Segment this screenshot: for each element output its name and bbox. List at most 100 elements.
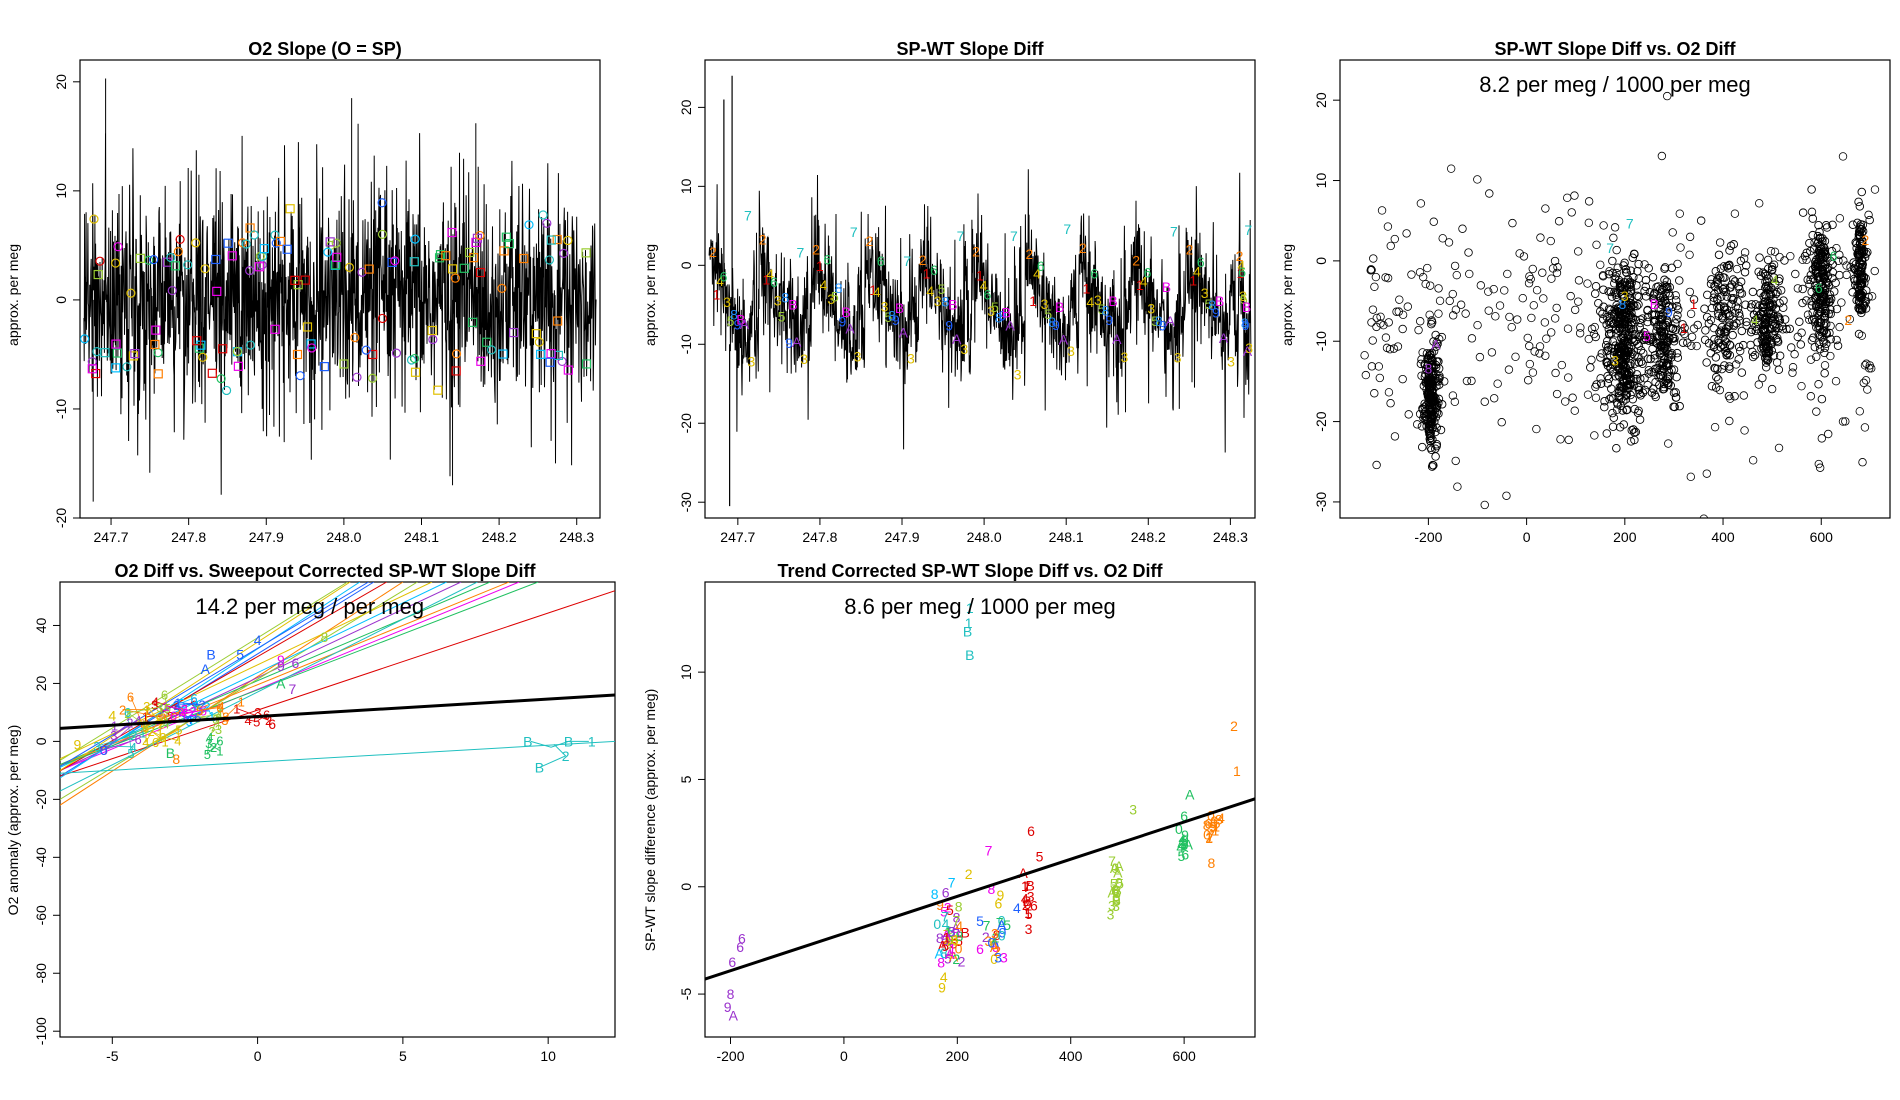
cluster-glyph: 5 xyxy=(950,936,958,952)
scatter-point xyxy=(1618,382,1627,391)
scatter-point xyxy=(1797,381,1806,391)
panel-title: SP-WT Slope Diff xyxy=(897,39,1045,59)
series-line xyxy=(83,123,597,495)
marker-square xyxy=(475,267,486,278)
scatter-point xyxy=(1660,341,1670,351)
cluster-glyph: A xyxy=(1114,858,1124,874)
x-tick-label: 5 xyxy=(399,1048,407,1064)
scatter-point xyxy=(1669,402,1678,411)
cluster-label: 8 xyxy=(1424,360,1432,376)
scatter-point xyxy=(1814,310,1824,319)
scatter-point xyxy=(1660,355,1669,364)
scatter-point xyxy=(1742,321,1751,330)
cluster-glyph: 3 xyxy=(948,924,956,940)
scatter-point xyxy=(1567,208,1576,217)
scatter-point xyxy=(1846,262,1855,272)
marker-circle xyxy=(524,220,534,230)
marker-square xyxy=(290,275,300,285)
scatter-point xyxy=(1612,405,1622,414)
cycle-label: A xyxy=(952,331,962,347)
cluster-glyph: 3 xyxy=(1027,888,1035,904)
marker-square xyxy=(472,233,483,243)
scatter-point xyxy=(1480,500,1489,510)
scatter-point xyxy=(1604,374,1614,384)
scatter-point xyxy=(1527,313,1536,323)
cluster-glyph: 3 xyxy=(215,722,222,737)
scatter-point xyxy=(1381,333,1391,342)
cluster-glyph: 2 xyxy=(993,943,1001,959)
scatter-point xyxy=(1775,252,1784,262)
cluster-glyph: 1 xyxy=(142,709,149,724)
cluster-glyph: 6 xyxy=(990,937,998,953)
cluster-glyph: 1 xyxy=(1021,878,1029,894)
cluster-glyph: 8 xyxy=(950,932,958,948)
scatter-point xyxy=(1696,216,1706,225)
y-tick-label: 0 xyxy=(33,737,49,745)
scatter-point xyxy=(1715,327,1724,337)
scatter-point xyxy=(1754,380,1763,389)
scatter-point xyxy=(1807,336,1817,345)
scatter-point xyxy=(1735,346,1745,356)
x-tick-label: 200 xyxy=(1613,529,1637,545)
scatter-point xyxy=(1444,238,1454,247)
cluster-glyph: 2 xyxy=(124,706,131,721)
scatter-point xyxy=(1418,272,1428,282)
scatter-point xyxy=(1667,365,1676,375)
point-label: A xyxy=(1185,786,1195,802)
scatter-point xyxy=(1608,422,1618,431)
scatter-point xyxy=(1640,260,1649,269)
scatter-point xyxy=(1761,362,1771,372)
cluster-glyph: B xyxy=(960,924,969,940)
scatter-point xyxy=(1453,482,1462,491)
scatter-point xyxy=(1685,250,1694,259)
scatter-point xyxy=(1424,351,1434,361)
cluster-glyph: 0 xyxy=(987,935,995,951)
scatter-point xyxy=(1671,291,1680,300)
cluster-glyph: 7 xyxy=(996,915,1004,931)
scatter-point xyxy=(1597,349,1607,358)
scatter-point xyxy=(1535,349,1544,358)
scatter-point xyxy=(1632,374,1641,384)
scatter-point xyxy=(1598,272,1608,281)
cluster-glyph: 1 xyxy=(162,699,169,714)
marker-circle xyxy=(113,242,123,252)
cluster-glyph: 3 xyxy=(1108,897,1116,913)
scatter-point xyxy=(1826,321,1835,331)
cycle-label: A xyxy=(845,320,855,336)
scatter-point xyxy=(1665,283,1674,292)
y-axis: -5 0 5 10 xyxy=(678,664,705,1000)
scatter-point xyxy=(1462,376,1472,386)
scatter-point xyxy=(1864,210,1873,220)
scatter-point xyxy=(1813,283,1822,293)
cluster-glyph: 9 xyxy=(999,925,1007,941)
scatter-point xyxy=(1432,441,1441,451)
marker-circle xyxy=(191,238,201,248)
cluster-label: 8 xyxy=(1618,296,1626,312)
scatter-point xyxy=(1618,406,1627,415)
scatter-point xyxy=(1732,264,1742,274)
scatter-point xyxy=(1709,297,1718,306)
plot-frame xyxy=(704,581,1256,1038)
cluster-label: B xyxy=(535,759,544,775)
cluster-glyph: 8 xyxy=(1215,811,1223,827)
scatter-point xyxy=(1680,323,1689,333)
scatter-point xyxy=(1725,260,1734,270)
y-tick-label: -20 xyxy=(53,508,69,528)
cluster-label: 9 xyxy=(1665,304,1673,320)
cluster-trace xyxy=(150,728,180,743)
scatter-point xyxy=(1525,341,1534,351)
scatter-point xyxy=(1367,362,1377,371)
scatter-point xyxy=(1739,391,1748,400)
scatter-point xyxy=(1425,310,1434,320)
scatter-point xyxy=(1429,337,1438,346)
scatter-point xyxy=(1857,246,1866,255)
cycle-label: 3 xyxy=(934,293,942,309)
scatter-point xyxy=(1855,286,1864,295)
y-tick-label: 10 xyxy=(1313,173,1329,189)
y-tick-label: 0 xyxy=(678,261,694,269)
cluster-glyph: 8 xyxy=(1203,817,1211,833)
scatter-point xyxy=(1810,238,1819,247)
cluster-glyph: 4 xyxy=(943,933,951,949)
marker-square xyxy=(499,246,509,256)
cluster-glyph: 6 xyxy=(135,732,142,747)
